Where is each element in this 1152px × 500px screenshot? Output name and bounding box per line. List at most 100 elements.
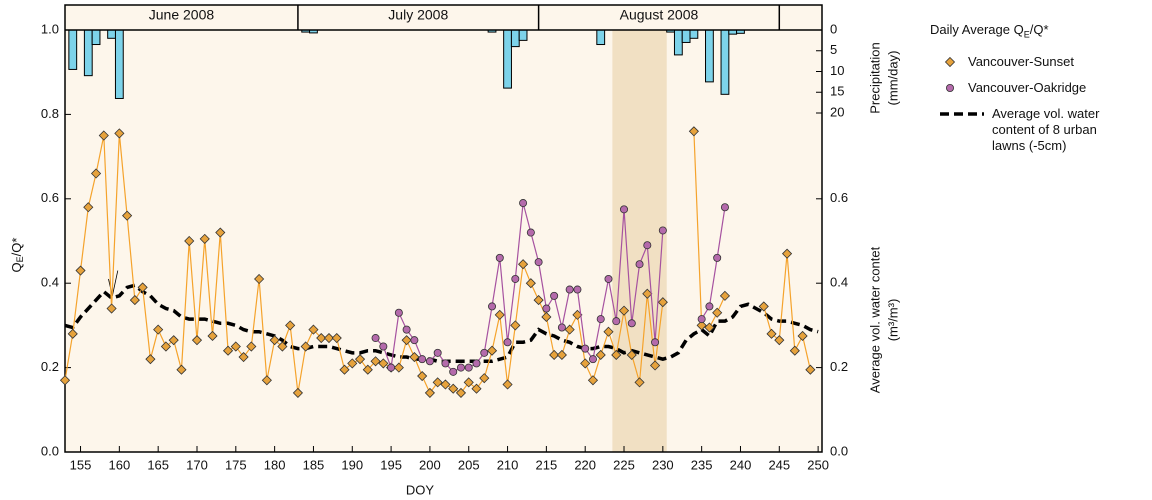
diamond-marker <box>556 349 567 361</box>
circle-marker <box>534 258 543 267</box>
circle-marker <box>581 344 590 353</box>
x-tick-label: 205 <box>458 457 480 472</box>
circle-marker <box>550 291 559 300</box>
circle-marker <box>456 363 465 372</box>
precip-tick-label: 20 <box>830 104 844 119</box>
y-tick-label: 0.2 <box>41 359 59 374</box>
diamond-marker <box>719 290 731 301</box>
diamond-marker <box>75 265 86 276</box>
diamond-marker <box>805 364 816 375</box>
y-tick-label: 0.0 <box>41 443 59 458</box>
legend: Daily Average QE/Q* Vancouver-Sunset Vanc… <box>930 22 1130 164</box>
precip-bar <box>705 29 714 83</box>
circle-marker <box>604 274 613 283</box>
circle-marker <box>433 348 442 357</box>
circle-marker <box>557 323 566 332</box>
diamond-marker <box>285 320 296 331</box>
diamond-marker <box>347 358 358 369</box>
diamond-marker <box>323 332 335 344</box>
precip-bar <box>510 29 520 48</box>
plot-background <box>65 5 822 452</box>
diamond-marker <box>432 377 443 388</box>
diamond-marker <box>339 364 350 375</box>
diamond-marker <box>401 335 412 346</box>
x-tick-label: 195 <box>380 457 402 472</box>
x-tick-label: 185 <box>303 457 325 472</box>
y2-tick-label: 0.6 <box>830 190 848 205</box>
diamond-marker <box>129 295 140 306</box>
month-label: June 2008 <box>149 7 215 23</box>
legend-marker <box>944 56 956 67</box>
y-tick-label: 0.6 <box>41 190 59 205</box>
x-tick-label: 235 <box>691 457 713 472</box>
month-label: July 2008 <box>388 7 448 23</box>
diamond-marker <box>184 235 195 247</box>
circle-marker <box>705 302 714 311</box>
circle-marker <box>658 226 667 235</box>
y2-axis-label: Average vol. water contet <box>867 246 882 393</box>
circle-marker <box>612 317 621 326</box>
diamond-marker <box>417 370 428 382</box>
legend-title: Daily Average QE/Q* <box>930 22 1130 40</box>
precip-bar <box>681 29 691 43</box>
highlight-band <box>612 30 667 452</box>
circle-marker <box>588 355 597 364</box>
legend-icon <box>944 56 956 67</box>
diamond-marker <box>277 341 288 352</box>
diamond-marker <box>549 349 560 361</box>
precip-bar <box>503 29 512 89</box>
diamond-marker <box>362 364 373 375</box>
diamond-marker <box>378 358 389 369</box>
diamond-marker <box>587 375 599 386</box>
y-axis-label-sub: E <box>15 256 25 262</box>
legend-title-part: Daily Average Q <box>930 22 1024 37</box>
circle-marker <box>472 359 481 368</box>
diamond-marker <box>525 278 536 289</box>
circle-marker <box>425 357 434 366</box>
circle-marker <box>511 274 520 283</box>
diamond-marker <box>370 356 381 367</box>
diamond-marker <box>331 332 342 344</box>
diamond-marker <box>657 297 668 308</box>
circle-marker <box>402 325 411 334</box>
circle-marker <box>394 308 403 317</box>
diamond-marker <box>626 349 637 361</box>
diamond-marker <box>766 328 777 339</box>
diamond-marker <box>153 324 164 335</box>
x-tick-label: 215 <box>536 457 558 472</box>
precip-bar <box>518 29 528 41</box>
diamond-marker <box>502 379 513 390</box>
x-tick-label: 155 <box>70 457 92 472</box>
diamond-marker <box>774 335 785 346</box>
diamond-marker <box>409 351 420 363</box>
x-tick-label: 245 <box>768 457 790 472</box>
legend-marker <box>946 83 954 92</box>
diamond-marker <box>199 233 210 244</box>
legend-title-part: /Q* <box>1029 22 1049 37</box>
circle-marker <box>418 355 427 364</box>
diamond-marker <box>789 345 800 356</box>
diamond-marker <box>463 377 474 388</box>
diamond-marker <box>83 202 94 213</box>
circle-marker <box>488 302 497 311</box>
circle-marker <box>495 253 504 262</box>
diamond-marker <box>292 387 303 398</box>
circle-marker <box>379 342 388 351</box>
precip-bar <box>689 29 699 39</box>
circle-marker <box>697 315 706 324</box>
diamond-marker <box>781 248 793 259</box>
circle-marker <box>410 336 419 345</box>
diamond-marker <box>300 341 311 352</box>
legend-label: Vancouver-Oakridge <box>968 79 1087 95</box>
y2-tick-label: 0.0 <box>830 443 848 458</box>
precip-bar <box>673 29 683 56</box>
diamond-marker <box>254 273 265 285</box>
diamond-marker <box>207 330 218 342</box>
diamond-marker <box>393 362 404 373</box>
plot-frame <box>64 4 823 453</box>
diamond-marker <box>650 360 661 371</box>
diamond-marker <box>440 379 451 390</box>
x-tick-label: 180 <box>264 457 286 472</box>
precip-bar <box>596 29 606 46</box>
circle-marker <box>565 285 574 294</box>
